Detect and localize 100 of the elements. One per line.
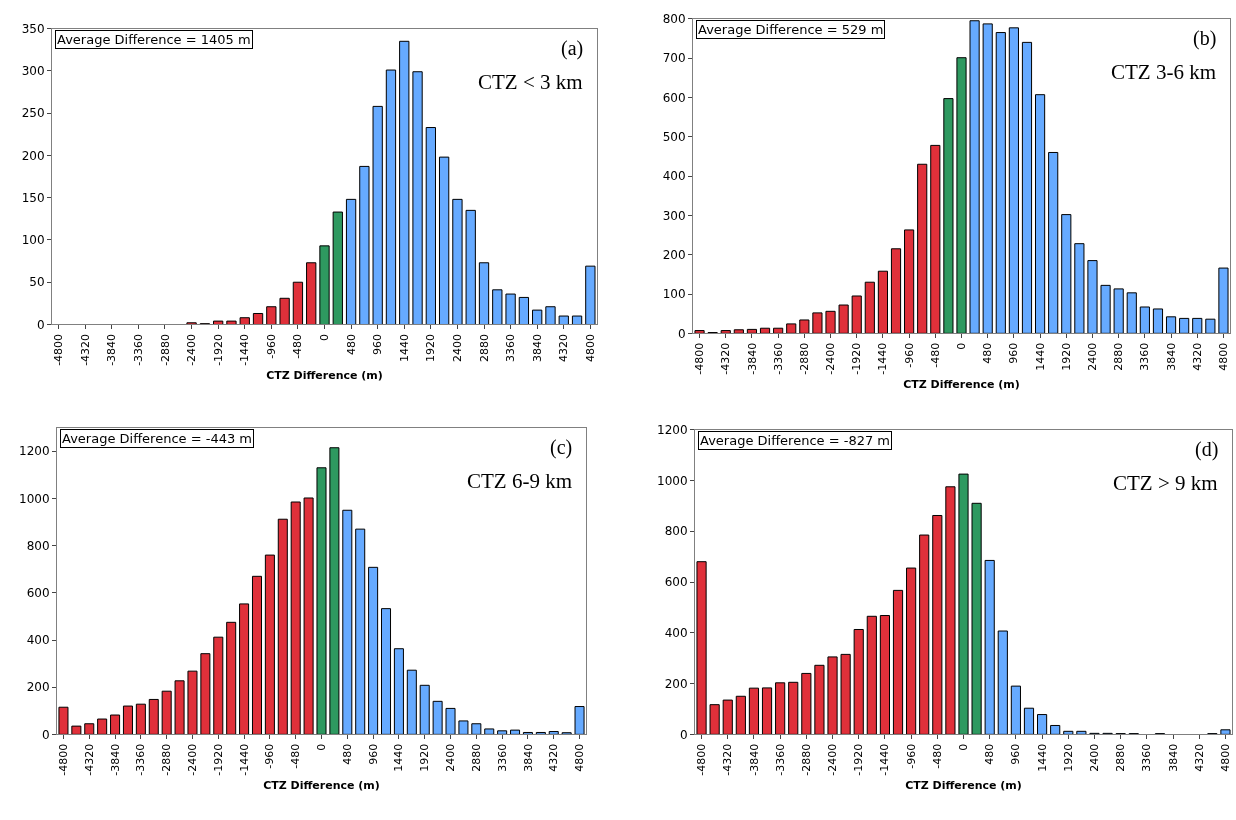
y-tick-label: 500 [662,129,686,144]
y-tick-label: 200 [662,247,686,262]
x-tick-label: -3360 [773,743,787,776]
x-tick-label: 0 [955,342,969,350]
y-tick-label: 150 [21,190,45,205]
annotation: Average Difference = 1405 m [57,32,251,47]
y-tick-label: 0 [36,317,45,332]
x-tick-label: -4320 [78,333,92,366]
y-tick-label: 1200 [19,444,50,459]
x-tick-label: 1440 [1033,342,1047,371]
x-axis-title: CTZ Difference (m) [266,369,383,383]
y-tick-label: 400 [664,626,688,640]
x-tick-label: 4320 [1190,342,1204,371]
x-axis-title: CTZ Difference (m) [905,778,1022,792]
y-tick-label: 50 [29,275,45,290]
x-tick-label: 480 [340,743,354,765]
x-tick-label: 3840 [1164,342,1178,371]
y-tick-label: 700 [662,51,686,66]
y-tick-label: 400 [662,169,686,184]
x-tick-label: 2880 [1112,342,1126,371]
x-tick-label: 2880 [477,333,491,362]
y-tick-label: 300 [662,208,686,223]
x-tick-label: -3840 [747,743,761,776]
y-tick-label: 300 [21,64,45,79]
x-tick-label: 960 [366,743,380,765]
y-tick-label: 100 [21,233,45,248]
x-tick-label: 2400 [1088,743,1102,772]
x-tick-label: -3360 [131,333,145,366]
x-tick-label: -960 [902,342,916,368]
x-tick-label: -4320 [719,342,733,375]
x-tick-label: -3360 [134,743,148,776]
x-tick-label: -1440 [878,743,892,776]
x-tick-label: 4800 [573,743,587,772]
y-tick-label: 250 [21,106,45,121]
x-tick-label: 1440 [397,333,411,362]
x-tick-label: 3840 [1166,743,1180,772]
x-tick-label: 3360 [1140,743,1154,772]
x-tick-label: -960 [264,333,278,359]
y-tick-label: 200 [664,676,688,691]
x-tick-label: -4800 [695,743,709,776]
x-tick-label: 960 [1007,342,1021,364]
x-tick-label: 4320 [1192,743,1206,772]
x-tick-label: 3360 [1138,342,1152,371]
x-tick-label: -2400 [186,743,200,776]
x-tick-label: -4800 [57,743,71,776]
annotation: CTZ 6-9 km [467,469,572,493]
x-tick-label: 4800 [583,333,597,362]
y-tick-label: 100 [662,287,686,302]
y-tick-label: 600 [26,586,50,601]
x-tick-label: 0 [315,743,329,751]
x-tick-label: 1920 [424,333,438,362]
annotation: (a) [561,37,584,60]
y-tick-label: 600 [664,575,688,590]
x-tick-label: -1920 [850,342,864,375]
annotation: (c) [550,436,573,459]
x-tick-label: 960 [1009,743,1023,765]
x-tick-label: -3360 [771,342,785,375]
x-tick-label: 2400 [444,743,458,772]
annotation: CTZ > 9 km [1113,471,1218,495]
x-tick-label: 4800 [1217,342,1231,371]
x-tick-label: 1920 [1059,342,1073,371]
x-tick-label: -4320 [82,743,96,776]
annotation: Average Difference = 529 m [698,22,884,37]
x-tick-label: 1440 [392,743,406,772]
x-tick-label: -2400 [185,333,199,366]
x-tick-label: -4800 [693,342,707,375]
x-tick-label: -1920 [852,743,866,776]
x-tick-label: 480 [344,333,358,355]
x-tick-label: -3840 [745,342,759,375]
x-tick-label: 0 [957,743,971,751]
y-tick-label: 350 [21,21,45,36]
x-tick-label: -480 [930,743,944,769]
x-tick-label: 2880 [1114,743,1128,772]
y-tick-label: 400 [26,633,50,648]
x-tick-label: 2400 [451,333,465,362]
x-tick-label: 3840 [521,743,535,772]
y-tick-label: 1000 [657,473,688,488]
x-tick-label: -480 [289,743,303,769]
x-tick-label: 4320 [557,333,571,362]
x-tick-label: -1440 [876,342,890,375]
x-tick-label: 1440 [1035,743,1049,772]
x-tick-label: 1920 [418,743,432,772]
x-tick-label: -480 [291,333,305,359]
y-tick-label: 200 [21,148,45,163]
x-tick-label: -1440 [237,743,251,776]
x-tick-label: -2400 [826,743,840,776]
x-tick-label: 2400 [1086,342,1100,371]
x-tick-label: -2880 [799,743,813,776]
x-tick-label: 480 [983,743,997,765]
x-tick-label: -1440 [238,333,252,366]
y-tick-label: 800 [26,538,50,553]
x-tick-label: 2880 [469,743,483,772]
x-tick-label: -2880 [160,743,174,776]
annotation: CTZ < 3 km [478,70,583,94]
x-tick-label: 1920 [1061,743,1075,772]
y-tick-label: 600 [662,90,686,105]
annotation: CTZ 3-6 km [1111,60,1216,84]
y-tick-label: 200 [26,680,50,695]
x-tick-label: -960 [263,743,277,769]
annotation: Average Difference = -443 m [62,431,252,446]
